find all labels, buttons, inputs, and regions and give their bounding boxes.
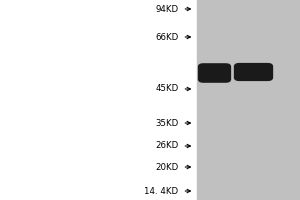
Text: 35KD: 35KD	[155, 118, 178, 128]
Text: 94KD: 94KD	[155, 4, 178, 14]
Text: 14. 4KD: 14. 4KD	[144, 186, 178, 196]
Text: 20KD: 20KD	[155, 162, 178, 171]
Text: 26KD: 26KD	[155, 142, 178, 150]
FancyBboxPatch shape	[198, 63, 231, 83]
Text: 66KD: 66KD	[155, 32, 178, 42]
Text: 45KD: 45KD	[155, 84, 178, 93]
FancyBboxPatch shape	[234, 63, 273, 81]
Bar	[196, 0, 300, 200]
